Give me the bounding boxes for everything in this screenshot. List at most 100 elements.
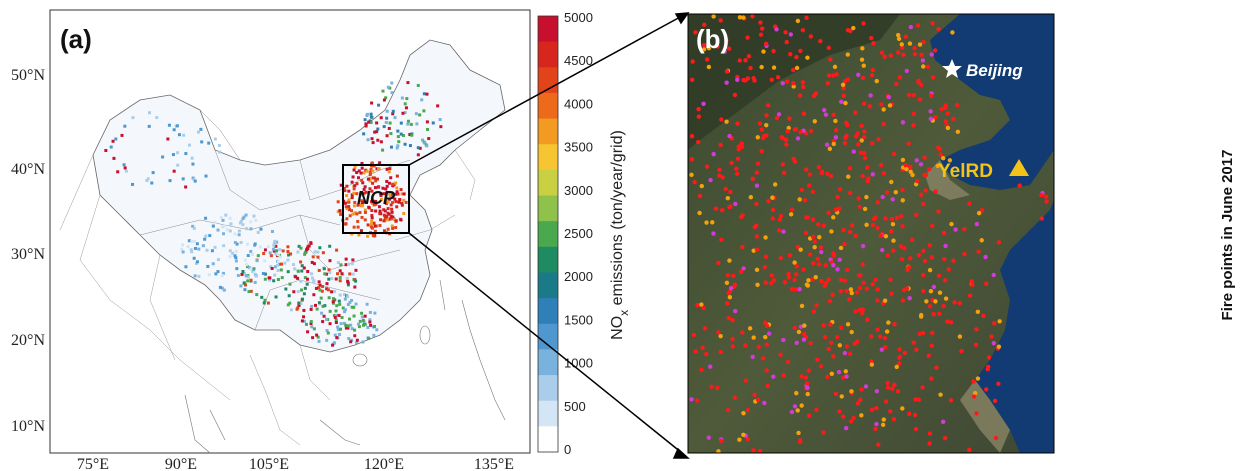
fire-point: [849, 389, 854, 394]
fire-point: [954, 102, 960, 108]
emission-cell: [302, 315, 306, 319]
emission-cell: [176, 151, 180, 155]
fire-point: [900, 223, 905, 229]
fire-point: [843, 425, 849, 431]
emission-cell: [371, 176, 375, 180]
emission-cell: [322, 314, 326, 318]
emission-cell: [246, 254, 250, 258]
emission-cell: [357, 169, 361, 173]
fire-point: [711, 151, 716, 157]
fire-point: [724, 69, 730, 74]
emission-cell: [400, 96, 404, 100]
fire-point: [764, 133, 769, 138]
emission-cell: [346, 303, 350, 307]
fire-point: [848, 28, 853, 34]
colorbar-swatch: [538, 400, 558, 427]
fire-point: [921, 248, 926, 253]
fire-point: [831, 141, 837, 147]
emission-cell: [253, 280, 257, 284]
emission-cell: [176, 163, 180, 167]
emission-cell: [369, 120, 373, 124]
emission-cell: [364, 122, 368, 126]
emission-cell: [378, 224, 382, 228]
fire-point: [900, 298, 906, 303]
fire-point: [756, 344, 761, 349]
emission-cell: [422, 92, 426, 96]
emission-cell: [278, 262, 282, 266]
emission-cell: [123, 124, 127, 128]
fire-point: [808, 341, 813, 346]
emission-cell: [387, 170, 391, 174]
fire-point: [991, 272, 996, 278]
fire-point: [791, 84, 796, 89]
emission-cell: [172, 169, 176, 173]
fire-point: [927, 441, 932, 446]
fire-point: [779, 135, 784, 140]
emission-cell: [255, 293, 259, 297]
emission-cell: [357, 233, 361, 237]
emission-cell: [221, 271, 225, 275]
emission-cell: [317, 285, 321, 289]
fire-point: [847, 229, 853, 235]
emission-cell: [385, 134, 389, 138]
lon-axis: 75°E 90°E 105°E 120°E 135°E: [77, 456, 514, 471]
emission-cell: [386, 85, 390, 89]
colorbar-tick-label: 3000: [564, 183, 593, 198]
fire-point: [871, 40, 876, 46]
emission-cell: [321, 285, 325, 289]
fire-point: [918, 192, 924, 198]
fire-point: [889, 179, 894, 185]
fire-point: [844, 374, 849, 379]
fire-point: [787, 116, 792, 121]
emission-cell: [335, 304, 339, 308]
fire-point: [946, 267, 951, 272]
fire-point: [847, 351, 853, 356]
fire-point: [922, 258, 928, 264]
emission-cell: [362, 187, 366, 191]
fire-point: [825, 171, 830, 177]
fire-point: [794, 55, 799, 60]
fire-point: [754, 201, 759, 207]
fire-point: [818, 245, 824, 250]
emission-cell: [362, 191, 366, 195]
fire-point: [725, 301, 730, 306]
emission-cell: [391, 184, 395, 188]
fire-point: [735, 156, 741, 161]
emission-cell: [347, 205, 351, 209]
fire-point: [741, 432, 746, 437]
lat-label: 40°N: [11, 161, 45, 178]
fire-point: [785, 129, 790, 134]
emission-cell: [311, 255, 315, 259]
emission-cell: [286, 303, 290, 307]
fire-point: [907, 296, 912, 301]
emission-cell: [404, 106, 408, 110]
fire-point: [928, 289, 934, 294]
fire-point: [792, 277, 797, 283]
fire-point: [695, 302, 700, 308]
emission-cell: [274, 252, 278, 256]
fire-point: [806, 278, 811, 283]
emission-cell: [368, 170, 372, 174]
fire-point: [892, 382, 897, 388]
emission-cell: [216, 228, 220, 232]
fire-point: [838, 289, 843, 294]
emission-cell: [382, 98, 386, 102]
emission-cell: [348, 214, 352, 218]
emission-cell: [262, 301, 266, 305]
emission-cell: [351, 212, 355, 216]
emission-cell: [372, 221, 376, 225]
fire-point: [797, 286, 802, 292]
fire-point: [799, 187, 805, 193]
emission-cell: [373, 311, 377, 315]
emission-cell: [331, 300, 335, 304]
fire-point: [839, 325, 844, 331]
neighbor-borders: [59, 149, 476, 446]
emission-cell: [321, 304, 325, 308]
emission-cell: [346, 283, 350, 287]
islands: [184, 279, 506, 454]
fire-point: [876, 442, 881, 447]
fire-point: [771, 374, 776, 379]
emission-cell: [278, 255, 282, 259]
emission-cell: [239, 284, 243, 288]
fire-point: [945, 125, 951, 131]
